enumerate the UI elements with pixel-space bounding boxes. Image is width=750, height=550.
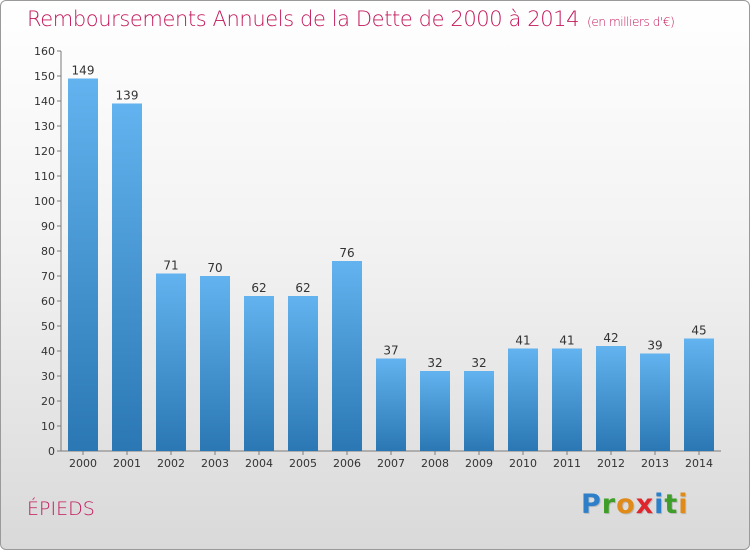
chart-title-text: Remboursements Annuels de la Dette de 20… xyxy=(27,7,580,31)
bar xyxy=(112,103,142,451)
bar xyxy=(376,358,406,451)
x-tick-label: 2002 xyxy=(157,457,185,470)
y-tick-label: 100 xyxy=(34,195,55,208)
bar xyxy=(156,273,186,451)
y-tick-label: 160 xyxy=(34,45,55,58)
bar xyxy=(640,353,670,451)
proxiti-logo: Proxiti xyxy=(581,489,689,520)
bar xyxy=(200,276,230,451)
y-tick-label: 60 xyxy=(41,295,55,308)
bar xyxy=(332,261,362,451)
x-tick-label: 2010 xyxy=(509,457,537,470)
data-label: 37 xyxy=(383,344,398,358)
data-label: 62 xyxy=(295,281,310,295)
bar xyxy=(420,371,450,451)
x-tick-label: 2005 xyxy=(289,457,317,470)
x-tick-label: 2012 xyxy=(597,457,625,470)
chart-subtitle: (en milliers d'€) xyxy=(587,15,675,29)
bar xyxy=(552,348,582,451)
x-tick-label: 2011 xyxy=(553,457,581,470)
data-label: 76 xyxy=(339,246,354,260)
bar xyxy=(464,371,494,451)
chart-title: Remboursements Annuels de la Dette de 20… xyxy=(27,7,675,31)
y-tick-label: 80 xyxy=(41,245,55,258)
y-tick-label: 140 xyxy=(34,95,55,108)
data-label: 71 xyxy=(163,259,178,273)
data-label: 149 xyxy=(72,64,95,78)
data-label: 139 xyxy=(116,89,139,103)
y-tick-label: 50 xyxy=(41,320,55,333)
y-tick-label: 120 xyxy=(34,145,55,158)
y-tick-label: 90 xyxy=(41,220,55,233)
commune-name: ÉPIEDS xyxy=(27,498,95,520)
x-tick-label: 2000 xyxy=(69,457,97,470)
y-tick-label: 20 xyxy=(41,395,55,408)
y-tick-label: 10 xyxy=(41,420,55,433)
data-label: 70 xyxy=(207,261,222,275)
y-tick-label: 110 xyxy=(34,170,55,183)
bar xyxy=(684,338,714,451)
y-tick-label: 40 xyxy=(41,345,55,358)
y-tick-label: 150 xyxy=(34,70,55,83)
data-label: 62 xyxy=(251,281,266,295)
x-tick-label: 2006 xyxy=(333,457,361,470)
x-tick-label: 2003 xyxy=(201,457,229,470)
data-label: 42 xyxy=(603,331,618,345)
x-tick-label: 2014 xyxy=(685,457,713,470)
x-tick-label: 2008 xyxy=(421,457,449,470)
data-label: 41 xyxy=(559,334,574,348)
y-tick-label: 0 xyxy=(48,445,55,458)
x-tick-label: 2004 xyxy=(245,457,273,470)
y-tick-label: 130 xyxy=(34,120,55,133)
data-label: 32 xyxy=(471,356,486,370)
x-tick-label: 2001 xyxy=(113,457,141,470)
bar xyxy=(68,78,98,451)
data-label: 32 xyxy=(427,356,442,370)
data-label: 45 xyxy=(691,324,706,338)
data-label: 41 xyxy=(515,334,530,348)
y-tick-label: 30 xyxy=(41,370,55,383)
x-tick-label: 2009 xyxy=(465,457,493,470)
data-label: 39 xyxy=(647,339,662,353)
x-tick-label: 2007 xyxy=(377,457,405,470)
bar xyxy=(596,346,626,451)
bar xyxy=(288,296,318,451)
bar xyxy=(508,348,538,451)
bar xyxy=(244,296,274,451)
y-tick-label: 70 xyxy=(41,270,55,283)
x-tick-label: 2013 xyxy=(641,457,669,470)
